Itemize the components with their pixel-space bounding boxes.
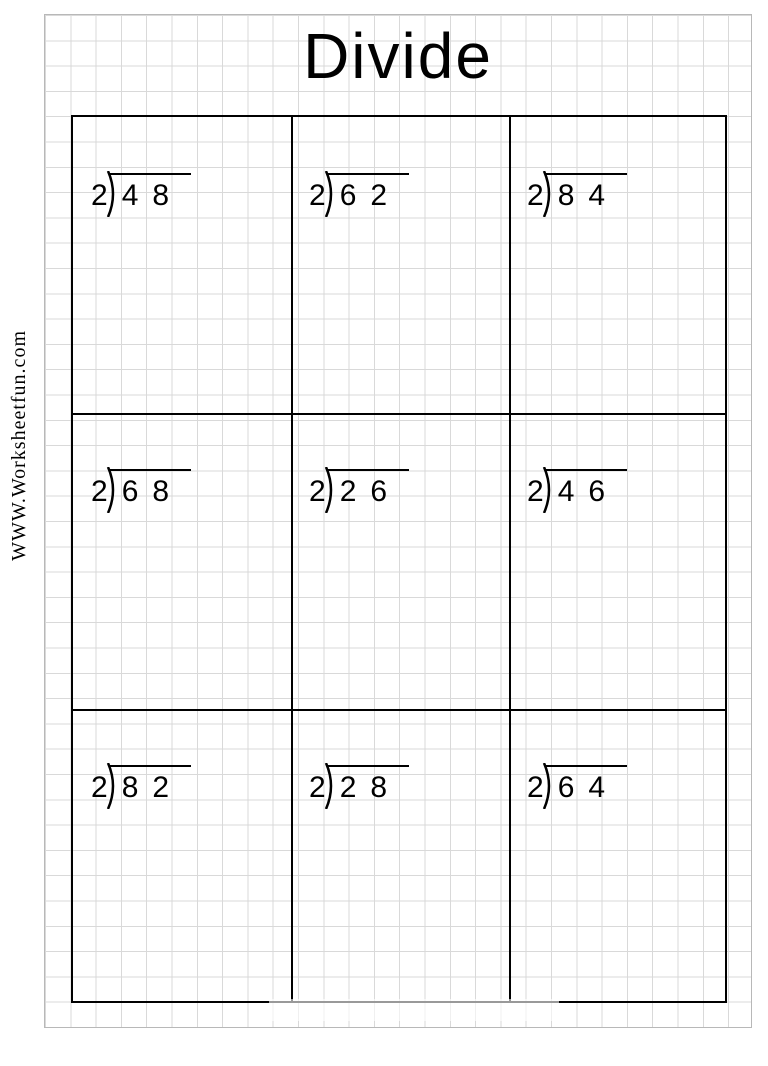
problem-grid: 248 262 284 268 226 246 <box>71 115 727 1003</box>
watermark-text: WWW.Worksheetfun.com <box>8 330 31 561</box>
problem-cell: 264 <box>509 709 727 1005</box>
division-problem: 226 <box>309 469 409 509</box>
problem-cell: 248 <box>73 117 291 413</box>
division-problem: 268 <box>91 469 191 509</box>
division-bracket-icon <box>104 763 124 809</box>
problem-cell: 262 <box>291 117 509 413</box>
division-problem: 248 <box>91 173 191 213</box>
problem-cell: 268 <box>73 413 291 709</box>
division-problem: 228 <box>309 765 409 805</box>
division-bracket-icon <box>104 171 124 217</box>
division-problem: 264 <box>527 765 627 805</box>
problem-cell: 284 <box>509 117 727 413</box>
worksheet-page: Divide 248 262 284 268 226 <box>44 14 752 1028</box>
division-bracket-icon <box>540 467 560 513</box>
division-bracket-icon <box>540 171 560 217</box>
footer-blank <box>269 999 559 1021</box>
problem-cell: 246 <box>509 413 727 709</box>
division-bracket-icon <box>322 171 342 217</box>
division-problem: 282 <box>91 765 191 805</box>
division-bracket-icon <box>540 763 560 809</box>
problem-cell: 228 <box>291 709 509 1005</box>
division-problem: 246 <box>527 469 627 509</box>
division-bracket-icon <box>322 763 342 809</box>
division-bracket-icon <box>104 467 124 513</box>
division-problem: 284 <box>527 173 627 213</box>
problem-cell: 282 <box>73 709 291 1005</box>
division-problem: 262 <box>309 173 409 213</box>
page-title: Divide <box>45 19 751 93</box>
division-bracket-icon <box>322 467 342 513</box>
problem-cell: 226 <box>291 413 509 709</box>
